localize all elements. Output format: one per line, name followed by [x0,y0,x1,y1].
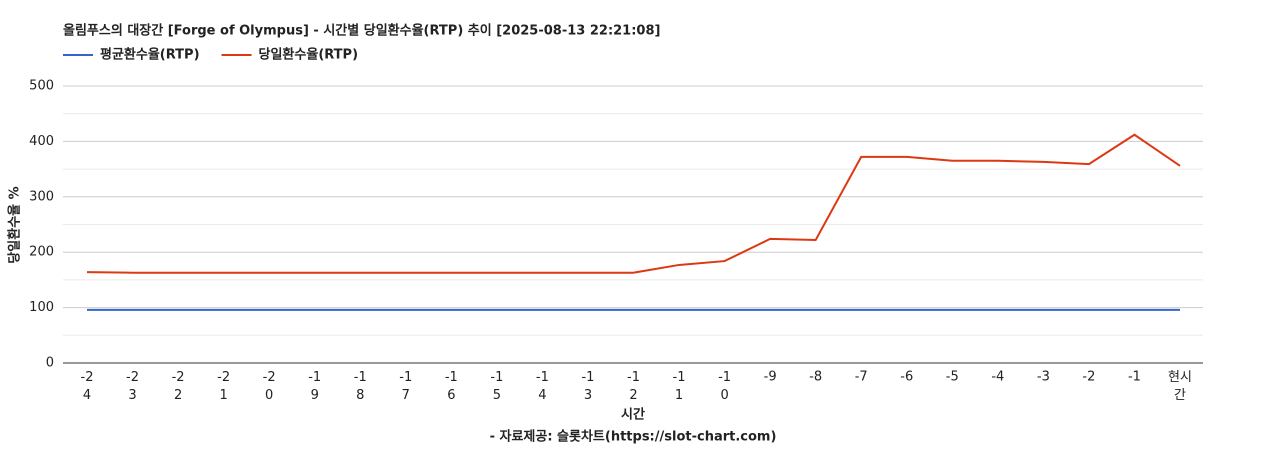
x-tick-label-part: 9 [311,388,319,403]
x-tick-label-part: -2 [263,370,276,385]
x-tick-label-part: 3 [584,388,592,403]
x-tick-label: -1 3 [581,370,594,403]
x-tick-label-part: -1 [399,370,412,385]
x-tick-label: -1 2 [627,370,640,403]
y-tick-label: 100 [29,300,54,315]
x-tick-label: -1 0 [718,370,731,403]
x-tick-label-part: 0 [720,388,728,403]
x-tick-label-part: -1 [627,370,640,385]
x-tick-label-part: -1 [354,370,367,385]
legend-label: 당일환수율(RTP) [259,47,359,63]
x-tick-label-part: 7 [402,388,410,403]
x-tick-label: -1 5 [490,370,503,403]
line-series [86,133,1181,274]
x-tick-label: -1 9 [308,370,321,403]
x-tick-label-part: 2 [174,388,182,403]
x-tick-label: -1 8 [354,370,367,403]
x-tick-label-part: 0 [265,388,273,403]
x-tick-label-part: -1 [718,370,731,385]
x-tick-label-part: -2 [81,370,94,385]
chart-title: 올림푸스의 대장간 [Forge of Olympus] - 시간별 당일환수율… [63,23,660,39]
x-tick-label: -6 [900,370,913,385]
x-tick-label: -8 [809,370,822,385]
legend-label: 평균환수율(RTP) [100,47,200,63]
x-tick-label-part: 현시 [1168,370,1192,385]
x-tick-label: -1 4 [536,370,549,403]
x-axis-title: 시간 [621,407,645,423]
source-note: - 자료제공: 슬롯차트(https://slot-chart.com) [490,429,777,445]
x-tick-label-part: -1 [308,370,321,385]
y-tick-label: 0 [46,356,54,371]
x-tick-label: -4 [991,370,1004,385]
x-tick-label-part: 6 [447,388,455,403]
x-tick-label-part: -2 [217,370,230,385]
x-tick-label-part: -1 [673,370,686,385]
y-tick-label: 300 [29,189,54,204]
y-tick-label: 200 [29,245,54,260]
x-tick-label-part: 8 [356,388,364,403]
x-tick-label: -5 [946,370,959,385]
x-tick-label: -1 1 [673,370,686,403]
x-tick-label-part: -1 [536,370,549,385]
x-tick-label-part: -1 [490,370,503,385]
x-tick-label-part: 4 [538,388,546,403]
x-tick-label-part: -1 [445,370,458,385]
x-tick-label-part: 1 [675,388,683,403]
x-tick-label: -2 [1082,370,1095,385]
x-tick-label: -1 6 [445,370,458,403]
y-tick-label: 500 [29,79,54,94]
x-tick-label: -2 4 [81,370,94,403]
x-tick-label: -2 1 [217,370,230,403]
x-tick-label: -1 7 [399,370,412,403]
x-tick-label: -2 3 [126,370,139,403]
x-tick-label-part: 2 [629,388,637,403]
x-tick-label: -2 0 [263,370,276,403]
x-tick-label-part: 3 [128,388,136,403]
y-axis-title: 당일환수율 % [7,186,23,263]
x-tick-label: -1 [1128,370,1141,385]
x-tick-label-part: -2 [172,370,185,385]
x-tick-label-part: -1 [581,370,594,385]
y-tick-label: 400 [29,134,54,149]
x-tick-label-part: -2 [126,370,139,385]
x-tick-label-part: 4 [83,388,91,403]
x-tick-label: -2 2 [172,370,185,403]
x-tick-label-part: 1 [219,388,227,403]
x-tick-label: -3 [1037,370,1050,385]
x-tick-label-part: 5 [493,388,501,403]
x-tick-label: -7 [855,370,868,385]
x-tick-label-part: 간 [1174,388,1186,403]
x-tick-label: -9 [764,370,777,385]
